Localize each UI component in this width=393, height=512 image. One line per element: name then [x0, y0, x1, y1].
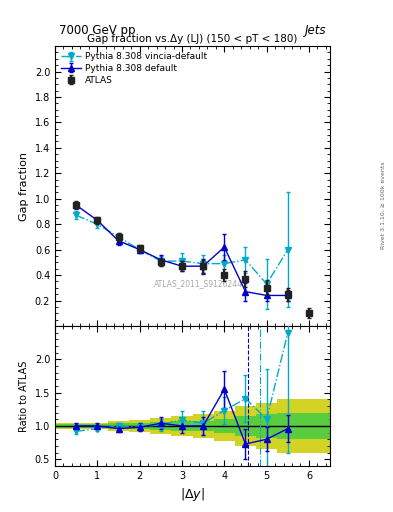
Title: Gap fraction vs.Δy (LJ) (150 < pT < 180): Gap fraction vs.Δy (LJ) (150 < pT < 180) — [87, 34, 298, 44]
Text: Jets: Jets — [305, 24, 326, 37]
Y-axis label: Gap fraction: Gap fraction — [19, 152, 29, 221]
Legend: Pythia 8.308 vincia-default, Pythia 8.308 default, ATLAS: Pythia 8.308 vincia-default, Pythia 8.30… — [58, 49, 211, 89]
Text: Rivet 3.1.10, ≥ 100k events: Rivet 3.1.10, ≥ 100k events — [381, 161, 386, 249]
Text: 7000 GeV pp: 7000 GeV pp — [59, 24, 136, 37]
X-axis label: $|\Delta y|$: $|\Delta y|$ — [180, 486, 205, 503]
Text: ATLAS_2011_S9126244: ATLAS_2011_S9126244 — [154, 280, 242, 288]
Y-axis label: Ratio to ATLAS: Ratio to ATLAS — [19, 360, 29, 432]
